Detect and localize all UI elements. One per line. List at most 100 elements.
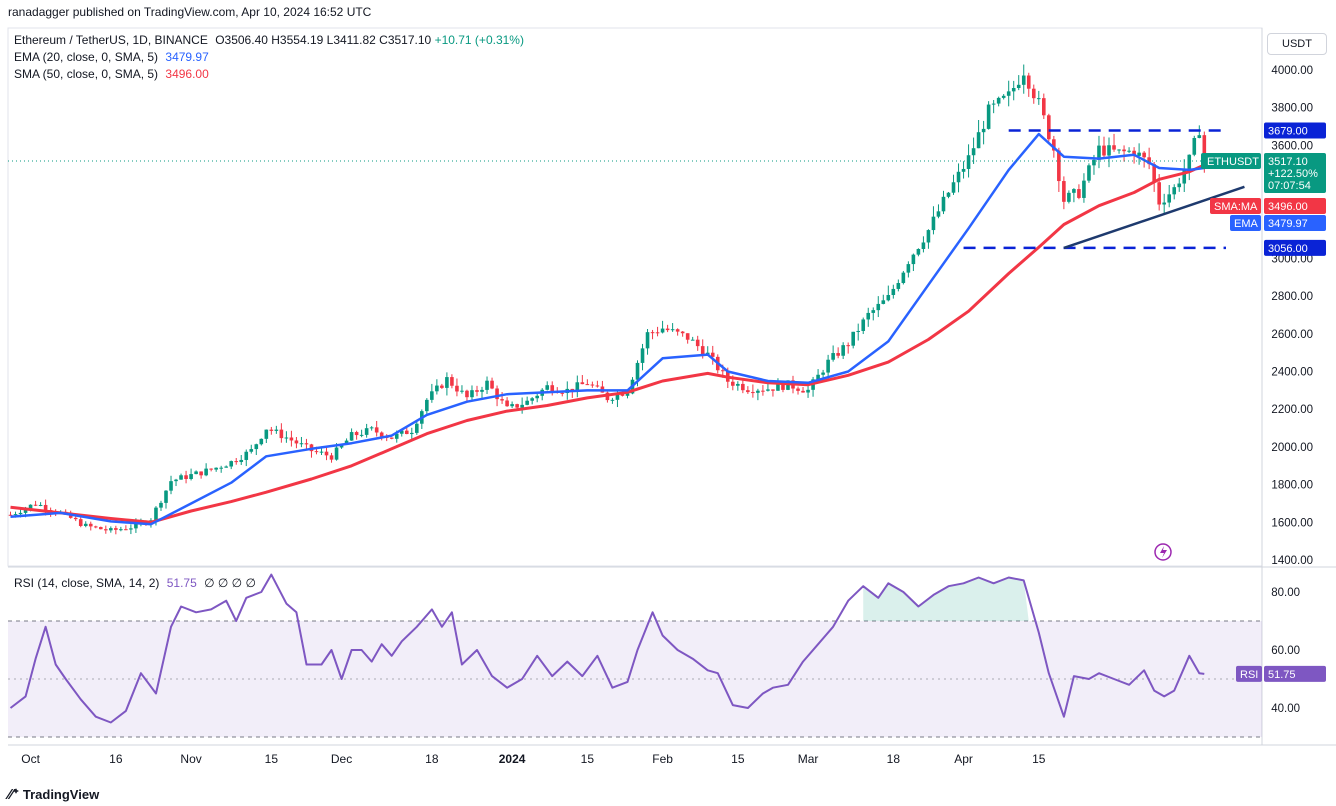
price-tick-7: 2200.00 xyxy=(1271,404,1313,416)
sma-legend[interactable]: SMA (50, close, 0, SMA, 5) 3496.00 xyxy=(14,67,209,81)
last-price-tag-text-1: +122.50% xyxy=(1268,168,1318,180)
candle-body xyxy=(866,312,871,320)
time-tick-3: 15 xyxy=(265,752,279,766)
candle-body xyxy=(344,440,349,445)
candle-body xyxy=(1011,88,1016,92)
candle-body xyxy=(690,339,695,341)
ema-legend[interactable]: EMA (20, close, 0, SMA, 5) 3479.97 xyxy=(14,50,209,64)
candle-body xyxy=(1052,139,1056,151)
sma-name-tag-bg xyxy=(1210,198,1261,214)
candle-body xyxy=(926,230,931,243)
candle-body xyxy=(404,430,409,435)
candle-body xyxy=(781,383,785,390)
rsi-legend[interactable]: RSI (14, close, SMA, 14, 2) 51.75 ∅ ∅ ∅ … xyxy=(14,576,256,590)
candle-body xyxy=(219,467,223,469)
candle-body xyxy=(109,528,113,531)
candle-body xyxy=(525,400,529,405)
candle-body xyxy=(841,345,845,356)
candle-body xyxy=(415,423,419,433)
candle-body xyxy=(505,400,509,407)
candle-body xyxy=(695,339,700,347)
candle-body xyxy=(1142,152,1146,158)
sma-legend-value: 3496.00 xyxy=(165,67,209,81)
support-tag-bg xyxy=(1264,239,1326,256)
currency-button[interactable]: USDT xyxy=(1267,33,1327,55)
candle-body xyxy=(33,504,38,506)
candle-body xyxy=(720,370,725,372)
candle-body xyxy=(470,390,474,398)
candle-body xyxy=(731,381,735,386)
candle-body xyxy=(776,383,780,391)
candle-body xyxy=(510,404,514,407)
resistance-tag-text-0: 3679.00 xyxy=(1268,125,1308,137)
candle-body xyxy=(1197,135,1202,138)
candle-body xyxy=(259,438,264,445)
candle-body xyxy=(921,242,926,250)
candle-body xyxy=(1047,115,1051,140)
candle-body xyxy=(1016,84,1021,89)
candle-body xyxy=(851,331,855,346)
ema-value-tag-bg xyxy=(1264,215,1326,231)
candle-body xyxy=(314,451,319,453)
candle-body xyxy=(234,461,239,463)
candle-body xyxy=(334,447,339,460)
time-tick-1: 16 xyxy=(109,752,123,766)
candle-body xyxy=(1001,95,1006,98)
candle-body xyxy=(364,428,369,435)
rsi-tick-2: 40.00 xyxy=(1271,703,1300,715)
tradingview-logo[interactable]: ⁄⁄ᐩ TradingView xyxy=(8,785,99,803)
candle-body xyxy=(83,523,88,526)
tv-brand: TradingView xyxy=(22,786,100,802)
candle-body xyxy=(906,264,911,273)
candle-body xyxy=(73,517,78,520)
candle-body xyxy=(1077,189,1081,198)
candle-body xyxy=(1182,170,1187,184)
candle-body xyxy=(134,523,138,529)
candle-body xyxy=(425,399,429,412)
candle-body xyxy=(329,455,334,460)
candle-body xyxy=(124,529,128,531)
main-pane-frame xyxy=(7,27,1263,567)
candle-body xyxy=(394,433,399,439)
candle-body xyxy=(901,272,906,284)
price-tick-9: 1800.00 xyxy=(1271,480,1313,492)
ema-value-tag-text-0: 3479.97 xyxy=(1268,218,1308,230)
candle-body xyxy=(1097,145,1101,160)
candle-body xyxy=(645,332,650,349)
candle-body xyxy=(685,333,690,340)
candle-body xyxy=(93,526,98,528)
rsi-value-tag-bg xyxy=(1264,665,1326,682)
candle-body xyxy=(369,427,374,429)
sma-value-tag-bg xyxy=(1264,198,1326,214)
candle-body xyxy=(480,389,484,392)
price-tick-2: 3600.00 xyxy=(1271,140,1313,152)
candle-body xyxy=(956,171,961,183)
candle-body xyxy=(299,443,304,445)
ohlc-change: +10.71 (+0.31%) xyxy=(434,33,524,47)
time-tick-9: 15 xyxy=(731,752,745,766)
candle-body xyxy=(440,385,444,388)
ema-legend-value: 3479.97 xyxy=(165,50,209,64)
candle-body xyxy=(680,331,685,334)
candle-body xyxy=(274,429,279,431)
candle-body xyxy=(114,528,118,530)
rsi-overbought-fill xyxy=(863,577,1029,621)
candle-body xyxy=(871,310,876,313)
time-tick-0: Oct xyxy=(21,752,40,766)
candle-body xyxy=(971,148,976,156)
time-tick-11: 18 xyxy=(887,752,901,766)
rsi-line xyxy=(9,573,1205,724)
sma-name-tag-text: SMA:MA xyxy=(1214,201,1258,213)
candle-body xyxy=(264,429,269,439)
candle-body xyxy=(670,329,675,331)
rsi-name-tag-text: RSI xyxy=(1240,669,1258,681)
candle-body xyxy=(1127,150,1131,152)
candle-body xyxy=(450,377,454,386)
candle-body xyxy=(179,475,183,480)
candle-body xyxy=(751,392,755,394)
time-tick-13: 15 xyxy=(1032,752,1046,766)
price-tick-5: 2600.00 xyxy=(1271,329,1313,341)
candle-body xyxy=(1167,194,1172,203)
candle-body xyxy=(946,192,951,197)
